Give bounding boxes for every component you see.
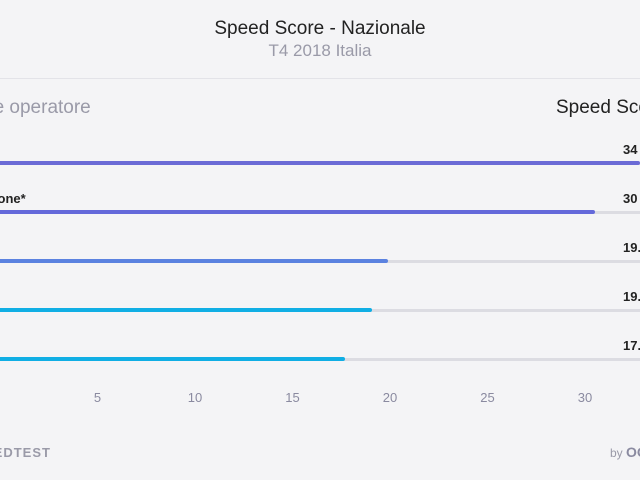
- chart-subtitle: T4 2018 Italia: [268, 41, 372, 60]
- speed-score-value: 30: [623, 191, 638, 206]
- speedtest-logo: EEDTEST: [0, 445, 51, 460]
- ookla-logo: by OO: [610, 444, 640, 460]
- x-axis-tick-label: 30: [577, 390, 593, 405]
- x-axis-tick-label: 25: [480, 390, 495, 405]
- speed-score-value: 17.7: [623, 338, 640, 353]
- x-axis-tick-label: 10: [187, 390, 203, 405]
- speed-score-bar: [0, 308, 373, 312]
- ookla-text: OO: [626, 444, 640, 460]
- operator-label: dafone*: [0, 191, 26, 206]
- x-axis-tick-label: 5: [93, 390, 102, 405]
- x-axis-tick-label: 15: [285, 390, 300, 405]
- x-axis-tick-label: 20: [382, 390, 398, 405]
- chart-title: Speed Score - Nazionale: [214, 18, 426, 39]
- speed-score-bar: [0, 161, 640, 165]
- speed-score-column-header: Speed Sco: [556, 97, 640, 118]
- speed-score-bar: [0, 357, 346, 361]
- speed-score-bar: [0, 210, 595, 214]
- header-divider: [0, 78, 640, 79]
- speed-score-value: 34: [623, 142, 638, 157]
- speed-score-value: 19.: [623, 240, 640, 255]
- operator-column-header: ne operatore: [0, 97, 91, 118]
- by-text: by: [610, 446, 623, 460]
- speed-score-value: 19.: [623, 289, 640, 304]
- speed-score-bar: [0, 259, 389, 263]
